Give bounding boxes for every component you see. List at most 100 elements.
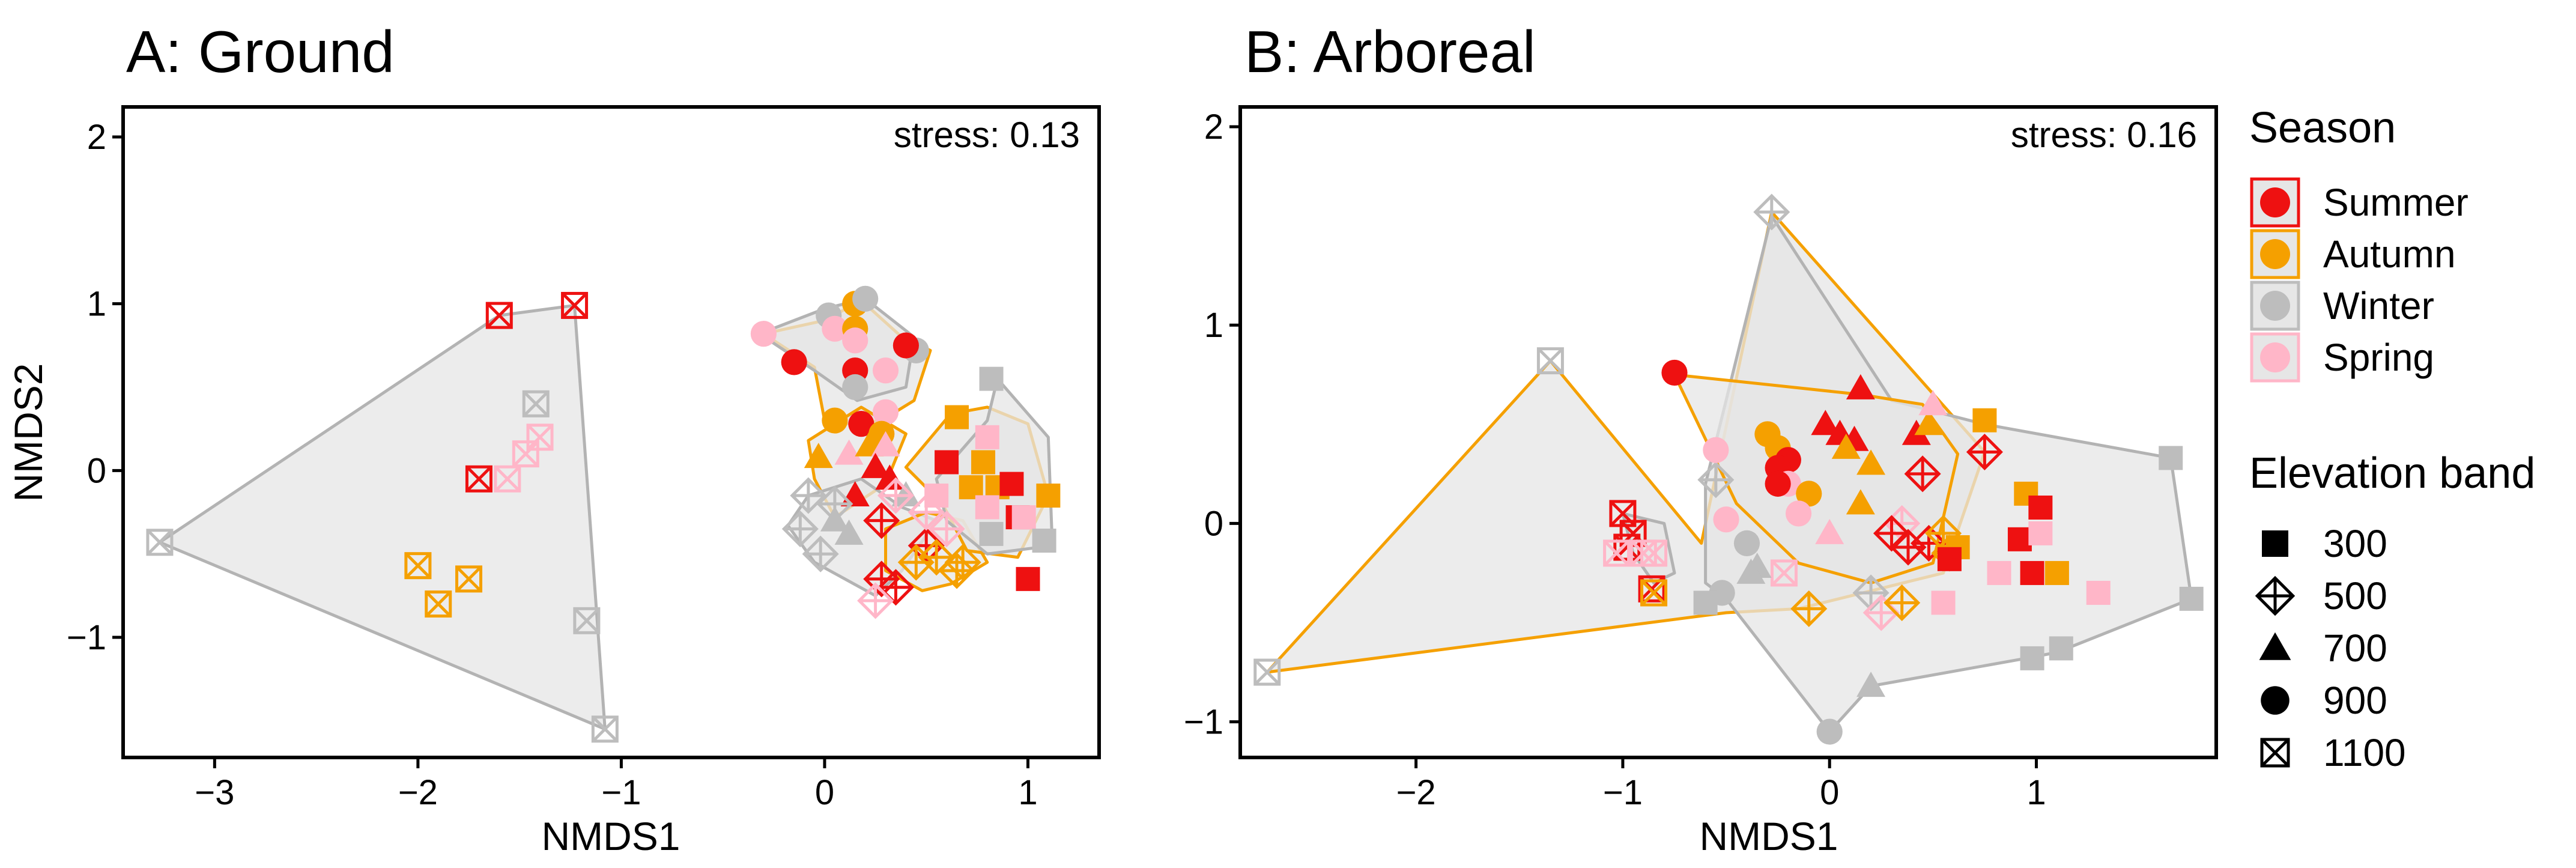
legend-elevation-label: 700: [2323, 627, 2387, 670]
point-spring-diamond-plus: [877, 477, 914, 514]
legend-dot: [2260, 187, 2290, 217]
point-autumn-square: [971, 450, 996, 475]
point-summer-square: [999, 472, 1024, 496]
point-spring-square-x: [526, 423, 554, 451]
point-spring-triangle: [1918, 390, 1948, 416]
panel-b-axes: −2 −1 0 1 −1 0 1 2: [1184, 108, 2046, 812]
y-tick-label: 2: [1204, 108, 1223, 147]
point-winter-diamond-plus: [781, 511, 819, 548]
point-summer-diamond-plus: [877, 569, 914, 606]
panel-a-frame: [121, 105, 1101, 759]
point-spring-square-x: [1640, 539, 1668, 567]
legend-season-label: Spring: [2323, 336, 2434, 379]
point-winter-diamond-plus: [1753, 193, 1790, 231]
point-summer-square: [2020, 560, 2044, 585]
legend-elevation-label: 500: [2323, 574, 2387, 618]
point-autumn-square: [1972, 408, 1997, 432]
point-spring-square-x: [494, 465, 521, 493]
y-tick-label: −1: [67, 618, 106, 657]
point-winter-square-x: [591, 715, 619, 743]
legend-season-autumn: Autumn: [2250, 229, 2456, 279]
point-winter-circle: [842, 374, 868, 401]
panel-b-frame: [1238, 105, 2218, 759]
legend-elevation-1100: 1100: [2260, 731, 2406, 774]
point-summer-square-x: [465, 465, 492, 493]
point-winter-triangle: [1736, 558, 1766, 584]
point-autumn-diamond-plus: [944, 544, 981, 581]
legend-circle-icon: [2261, 686, 2290, 715]
point-spring-square: [924, 484, 949, 508]
point-autumn-circle: [1796, 481, 1822, 507]
point-spring-circle: [872, 357, 899, 384]
point-autumn-triangle: [1831, 433, 1861, 459]
panel-b-stress: stress: 0.16: [2011, 115, 2197, 155]
panel-b-title: B: Arboreal: [1244, 19, 1536, 85]
point-spring-square: [975, 425, 999, 449]
legend: Season Summer Autumn Winter Spring Elevatio…: [2249, 104, 2535, 774]
point-winter-square: [2159, 446, 2183, 470]
point-autumn-square: [2044, 560, 2069, 585]
point-autumn-square-x: [404, 552, 432, 580]
point-spring-square: [2086, 580, 2111, 605]
panel-a-axes: −3 −2 −1 0 1 −1 0 1 2: [67, 118, 1038, 812]
point-winter-diamond-plus: [1852, 574, 1890, 612]
point-winter-diamond-plus: [790, 477, 827, 514]
panel-a-title: A: Ground: [126, 19, 395, 85]
point-winter-square: [1032, 529, 1056, 553]
legend-elevation-items: 300 500 700 900 1100: [2255, 522, 2406, 774]
x-tick-label: 0: [1820, 773, 1839, 812]
point-spring-circle: [822, 315, 848, 342]
point-autumn-diamond-plus: [1790, 590, 1828, 627]
x-tick-label: −1: [1603, 773, 1643, 812]
point-spring-circle: [842, 327, 868, 354]
point-winter-square: [2020, 646, 2044, 670]
legend-elevation-900: 900: [2261, 679, 2387, 722]
panel-b-arboreal: B: Arboreal stress: 0.16 −2 −1 0 1 −1 0 1 2 NMD…: [1184, 19, 2218, 858]
point-winter-circle: [1816, 718, 1843, 745]
point-autumn-triangle: [1856, 449, 1886, 475]
hull-3: [1673, 373, 1960, 584]
panel-b-plot-area: [1253, 193, 2204, 745]
point-winter-square: [2049, 636, 2073, 661]
panel-a-xlabel: NMDS1: [541, 814, 680, 858]
point-spring-circle: [750, 321, 777, 347]
point-spring-square: [1987, 560, 2011, 585]
point-autumn-circle: [822, 407, 848, 434]
legend-season-label: Winter: [2323, 284, 2434, 327]
panel-a-plot-area: [146, 285, 1061, 743]
point-spring-circle: [1713, 506, 1739, 533]
legend-diamond-plus-icon: [2255, 575, 2296, 616]
point-spring-square-x: [1770, 559, 1798, 587]
point-autumn-triangle: [1914, 410, 1944, 436]
point-autumn-square-x: [455, 565, 483, 593]
legend-season-label: Summer: [2323, 181, 2468, 224]
x-tick-label: −3: [195, 773, 234, 812]
point-summer-diamond-plus: [863, 502, 900, 539]
x-tick-label: −2: [398, 773, 438, 812]
point-spring-square: [1011, 505, 1036, 530]
point-winter-square: [1693, 590, 1718, 615]
legend-season-summer: Summer: [2250, 177, 2468, 228]
point-autumn-square-x: [1640, 579, 1668, 607]
point-summer-square: [935, 450, 959, 475]
point-autumn-triangle: [1846, 489, 1875, 515]
y-tick-label: 2: [87, 118, 106, 157]
point-spring-diamond-plus: [928, 511, 965, 548]
hull-0: [158, 303, 607, 731]
y-tick-label: 1: [87, 285, 106, 324]
legend-dot: [2260, 291, 2290, 321]
legend-season-items: Summer Autumn Winter Spring: [2250, 177, 2468, 383]
point-autumn-diamond-plus: [918, 539, 955, 576]
point-summer-square: [1016, 566, 1040, 591]
legend-elevation-700: 700: [2259, 627, 2387, 670]
point-spring-square: [2028, 521, 2053, 545]
point-summer-circle: [781, 349, 807, 375]
point-winter-square: [2179, 586, 2204, 611]
point-autumn-square: [1036, 484, 1061, 508]
legend-triangle-icon: [2259, 632, 2291, 660]
point-spring-circle: [1703, 437, 1729, 463]
x-tick-label: 1: [2026, 773, 2046, 812]
point-winter-square: [979, 366, 1004, 391]
point-summer-triangle: [1846, 374, 1875, 399]
